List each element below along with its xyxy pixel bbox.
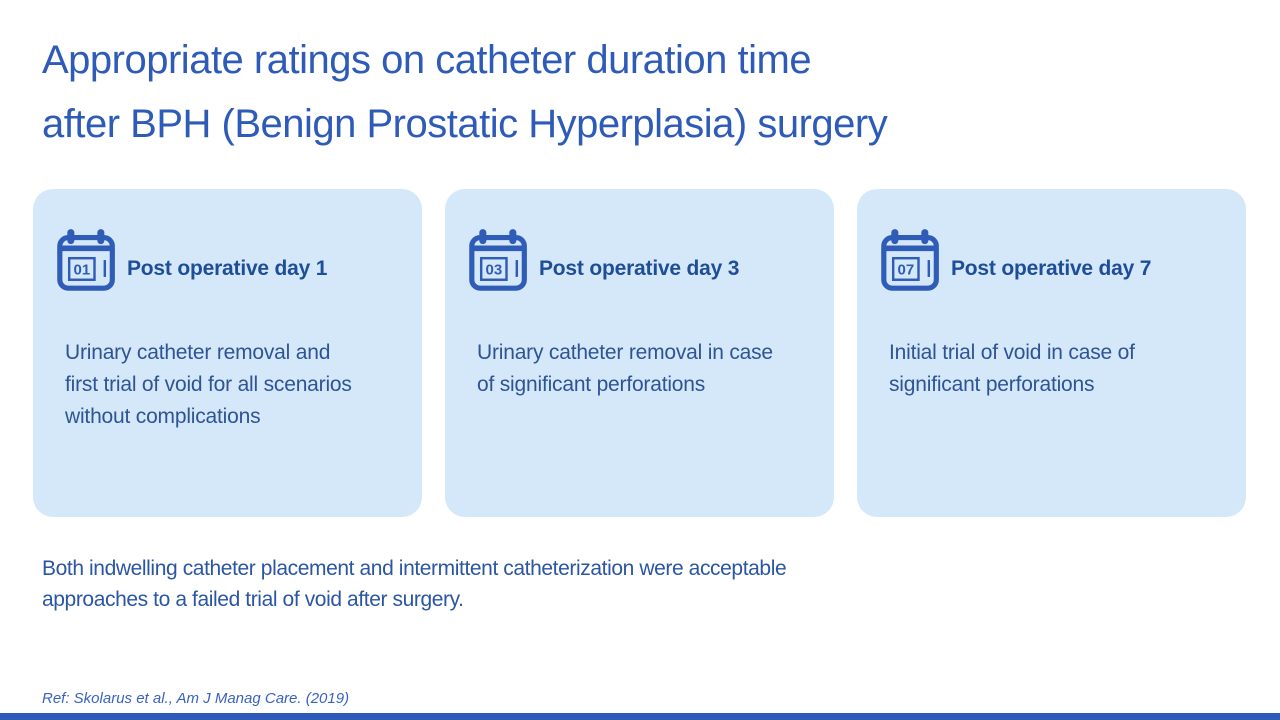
cards-row: 01 Post operative day 1 Urinary catheter… (33, 189, 1247, 517)
card-header: 07 Post operative day 7 (881, 227, 1210, 295)
calendar-day-number: 01 (74, 262, 91, 279)
bottom-accent-bar (0, 713, 1280, 720)
card-post-op-day-3: 03 Post operative day 3 Urinary catheter… (445, 189, 834, 517)
card-heading: Post operative day 7 (951, 257, 1152, 280)
card-heading: Post operative day 1 (127, 257, 328, 280)
calendar-day-number: 03 (486, 262, 503, 279)
slide-title: Appropriate ratings on catheter duration… (42, 28, 1142, 156)
card-post-op-day-7: 07 Post operative day 7 Initial trial of… (857, 189, 1246, 517)
calendar-icon: 03 (469, 229, 527, 291)
card-body-text: Initial trial of void in case of signifi… (889, 341, 1135, 396)
card-body-text: Urinary catheter removal in case of sign… (477, 341, 773, 396)
slide-title-line1: Appropriate ratings on catheter duration… (42, 38, 812, 82)
slide-title-line2: after BPH (Benign Prostatic Hyperplasia)… (42, 102, 888, 146)
card-post-op-day-1: 01 Post operative day 1 Urinary catheter… (33, 189, 422, 517)
calendar-icon: 01 (57, 229, 115, 291)
card-body-text: Urinary catheter removal and first trial… (65, 341, 352, 428)
reference-citation: Ref: Skolarus et al., Am J Manag Care. (… (42, 690, 350, 707)
card-heading: Post operative day 3 (539, 257, 740, 280)
card-header: 01 Post operative day 1 (57, 227, 386, 295)
calendar-icon: 07 (881, 229, 939, 291)
card-header: 03 Post operative day 3 (469, 227, 798, 295)
calendar-day-number: 07 (898, 262, 915, 279)
summary-note: Both indwelling catheter placement and i… (42, 557, 787, 611)
